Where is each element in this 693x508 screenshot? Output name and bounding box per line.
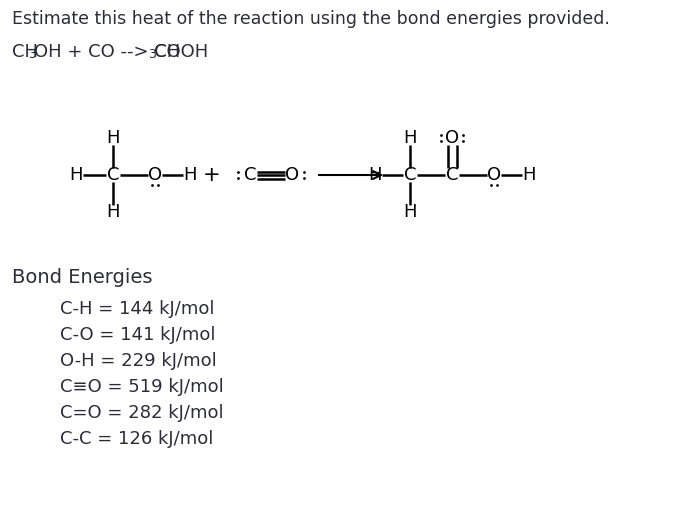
Text: CH: CH xyxy=(12,43,38,61)
Text: H: H xyxy=(403,203,416,221)
Text: COOH: COOH xyxy=(154,43,209,61)
Text: 3: 3 xyxy=(28,48,36,61)
Text: C: C xyxy=(107,166,119,184)
Text: +: + xyxy=(203,165,221,185)
Text: H: H xyxy=(183,166,197,184)
Text: H: H xyxy=(403,129,416,147)
Text: C-O = 141 kJ/mol: C-O = 141 kJ/mol xyxy=(60,326,216,344)
Text: OH + CO --> CH: OH + CO --> CH xyxy=(34,43,180,61)
Text: H: H xyxy=(69,166,82,184)
Text: C-C = 126 kJ/mol: C-C = 126 kJ/mol xyxy=(60,430,213,448)
Text: O: O xyxy=(445,129,459,147)
Text: C: C xyxy=(244,166,256,184)
Text: H: H xyxy=(368,166,382,184)
Text: C: C xyxy=(404,166,416,184)
Text: H: H xyxy=(106,129,120,147)
Text: C: C xyxy=(446,166,458,184)
Text: O: O xyxy=(285,166,299,184)
Text: 3: 3 xyxy=(148,48,156,61)
Text: C-H = 144 kJ/mol: C-H = 144 kJ/mol xyxy=(60,300,215,318)
Text: O: O xyxy=(148,166,162,184)
Text: C=O = 282 kJ/mol: C=O = 282 kJ/mol xyxy=(60,404,224,422)
Text: C≡O = 519 kJ/mol: C≡O = 519 kJ/mol xyxy=(60,378,224,396)
Text: H: H xyxy=(106,203,120,221)
Text: H: H xyxy=(523,166,536,184)
Text: O: O xyxy=(487,166,501,184)
Text: O-H = 229 kJ/mol: O-H = 229 kJ/mol xyxy=(60,352,217,370)
Text: Estimate this heat of the reaction using the bond energies provided.: Estimate this heat of the reaction using… xyxy=(12,10,610,28)
Text: Bond Energies: Bond Energies xyxy=(12,268,152,287)
